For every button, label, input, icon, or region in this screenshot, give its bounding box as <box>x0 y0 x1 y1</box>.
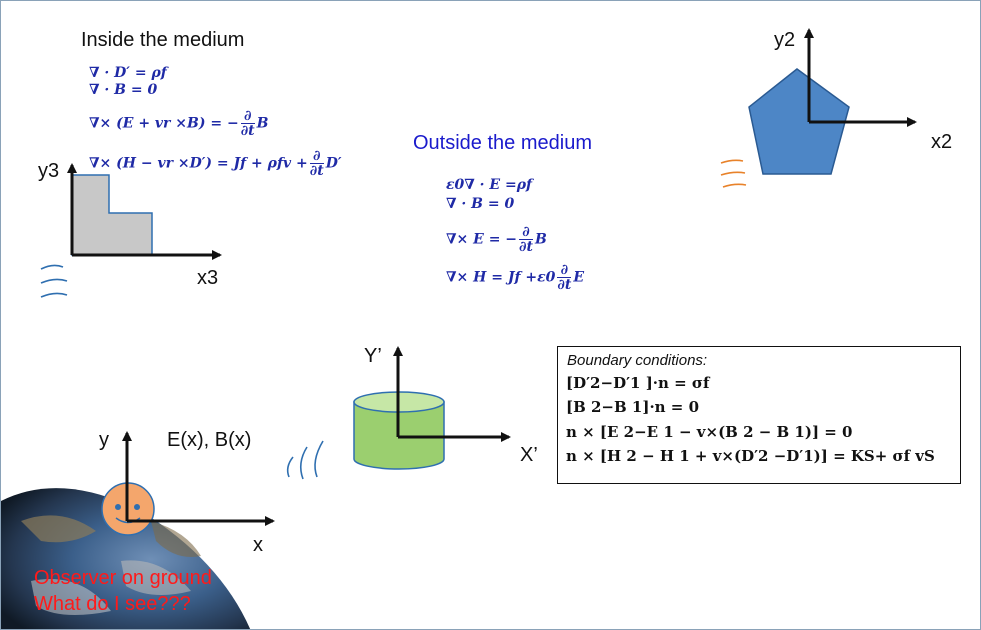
yp-label: Y’ <box>364 345 382 367</box>
partial-fraction: ∂ ∂t <box>557 262 572 293</box>
boundary-conditions-box: Boundary conditions: [D′2−D′1 ]·n = σf [… <box>557 346 961 484</box>
inside-eq4-rhs: D′ <box>325 155 342 172</box>
inside-eq2: ∇ · B = 0 <box>89 82 158 98</box>
inside-title: Inside the medium <box>81 29 245 51</box>
y2-label: y2 <box>774 29 796 51</box>
boundary-line2: [B 2−B 1]·n = 0 <box>566 398 700 416</box>
fields-label: E(x), B(x) <box>167 429 252 451</box>
x-label: x <box>253 534 263 556</box>
outside-eq1: ε0∇ · E =ρf <box>446 177 533 193</box>
boundary-line3: n × [E 2−E 1 − v×(B 2 − B 1)] = 0 <box>566 423 853 441</box>
staircase-shape <box>71 174 153 256</box>
pentagon-shape <box>748 68 850 175</box>
inside-eq1: ∇ · D′ = ρf <box>89 65 167 81</box>
inside-eq3-rhs: B <box>256 115 269 132</box>
x3-label: x3 <box>197 267 219 289</box>
wave-icon-2 <box>286 440 324 480</box>
boundary-line4: n × [H 2 − H 1 + v×(D′2 −D′1)] = KS+ σf … <box>566 447 935 465</box>
outside-eq4-lhs: ∇× H = Jf +ε0 <box>446 269 556 286</box>
outside-eq3-rhs: B <box>534 231 547 248</box>
observer-line1: Observer on ground <box>34 567 212 589</box>
outside-eq3-lhs: ∇× E = − <box>446 231 518 248</box>
outside-title: Outside the medium <box>413 132 592 154</box>
partial-fraction: ∂ ∂t <box>309 148 324 179</box>
xp-label: X’ <box>520 444 538 466</box>
boundary-line1: [D′2−D′1 ]·n = σf <box>566 374 710 392</box>
inside-eq3-lhs: ∇× (E + vr ×B) = − <box>89 115 239 132</box>
x2-label: x2 <box>931 131 953 153</box>
inside-eq3: ∇× (E + vr ×B) = − ∂ ∂t B <box>89 109 269 138</box>
outside-eq4: ∇× H = Jf +ε0 ∂ ∂t E <box>446 263 584 292</box>
partial-fraction: ∂ ∂t <box>519 224 533 255</box>
y3-label: y3 <box>38 160 60 182</box>
wave-icon <box>40 264 68 298</box>
orange-wave-icon <box>720 159 747 188</box>
earth-globe <box>1 488 251 629</box>
outside-eq4-rhs: E <box>573 269 584 286</box>
outside-eq3: ∇× E = − ∂ ∂t B <box>446 225 547 254</box>
boundary-title: Boundary conditions: <box>567 352 708 369</box>
inside-eq4-lhs: ∇× (H − vr ×D′) = Jf + ρfv + <box>89 155 308 172</box>
observer-line2: What do I see??? <box>34 593 191 615</box>
y-label: y <box>99 429 109 451</box>
outside-eq2: ∇ · B = 0 <box>446 196 515 212</box>
partial-fraction: ∂ ∂t <box>240 108 255 139</box>
inside-eq4: ∇× (H − vr ×D′) = Jf + ρfv + ∂ ∂t D′ <box>89 149 342 178</box>
